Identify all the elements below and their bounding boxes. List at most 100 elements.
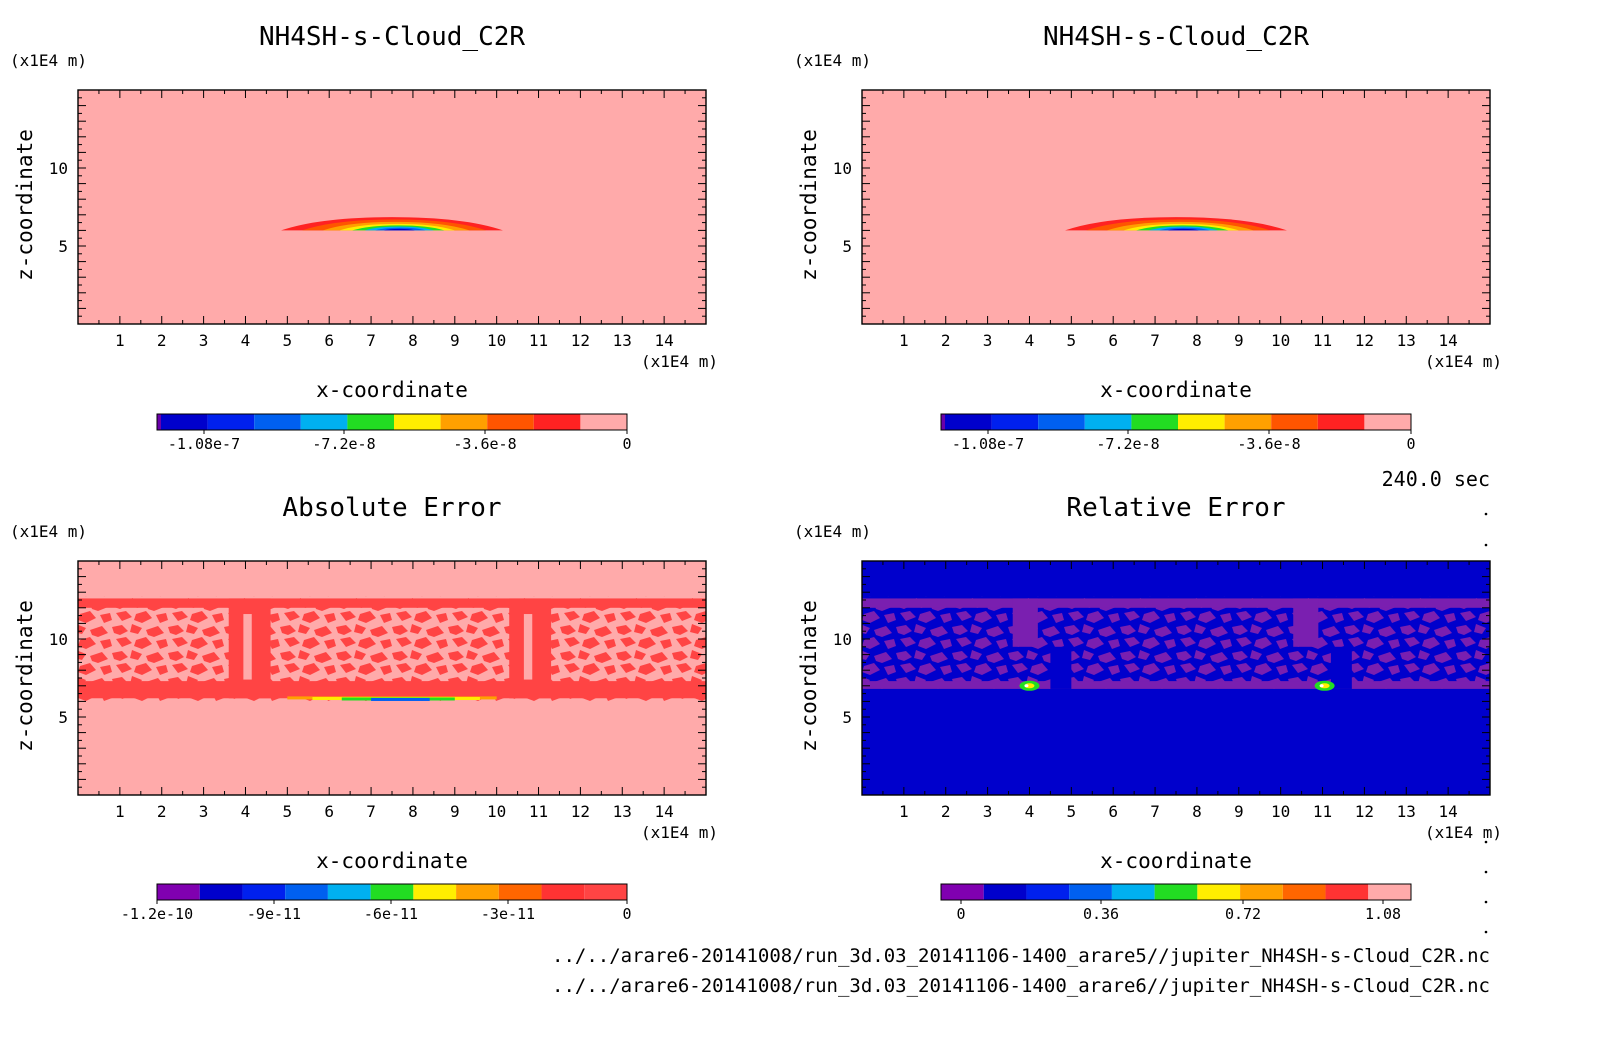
colorbar-swatch: [1271, 414, 1318, 430]
y-unit-label: (x1E4 m): [10, 522, 87, 541]
x-tick-label: 11: [1313, 802, 1332, 821]
colorbar-label: 0: [1406, 435, 1415, 453]
panel-top-left: 1 2 3 4 5 6 7 8 9 10 11 12 13 14510NH4SH-s-Cloud_C2R(…: [10, 22, 718, 453]
colorbar-swatch: [498, 884, 542, 900]
colorbar-swatch: [1131, 414, 1178, 430]
x-tick-label: 2: [157, 331, 167, 350]
x-tick-label: 3: [983, 331, 993, 350]
colorbar-swatch: [941, 414, 945, 430]
colorbar-label: 0.72: [1225, 905, 1261, 923]
x-tick-label: 13: [613, 331, 632, 350]
y-tick-label: 5: [58, 708, 68, 727]
x-unit-label: (x1E4 m): [641, 823, 718, 842]
x-tick-label: 8: [1192, 802, 1202, 821]
y-tick-label: 5: [58, 237, 68, 256]
x-axis-label: x-coordinate: [316, 849, 468, 873]
colorbar-label: 0: [956, 905, 965, 923]
colorbar-swatch: [1364, 414, 1411, 430]
hotspot-center-0: [1024, 684, 1029, 688]
colorbar-swatch: [157, 414, 161, 430]
lower-band: [78, 681, 706, 699]
x-tick-label: 1: [115, 331, 125, 350]
colorbar-label: 0.36: [1083, 905, 1119, 923]
colorbar-label: -1.08e-7: [168, 435, 240, 453]
colorbar-swatch: [254, 414, 301, 430]
x-tick-label: 8: [408, 331, 418, 350]
colorbar-label: -6e-11: [364, 905, 418, 923]
y-unit-label: (x1E4 m): [794, 51, 871, 70]
x-tick-label: 14: [1439, 802, 1458, 821]
chart-title: Absolute Error: [282, 493, 501, 523]
x-tick-label: 11: [529, 331, 548, 350]
y-tick-label: 5: [842, 237, 852, 256]
x-tick-label: 5: [1067, 802, 1077, 821]
colorbar-swatch: [1069, 884, 1112, 900]
x-tick-label: 4: [1025, 331, 1035, 350]
colorbar-swatch: [584, 884, 627, 900]
column-gap-1: [523, 614, 533, 680]
x-tick-label: 11: [1313, 331, 1332, 350]
field-background: [78, 90, 706, 324]
colorbar-swatch: [161, 414, 208, 430]
x-tick-label: 13: [1397, 331, 1416, 350]
colorbar-swatch: [1317, 414, 1365, 430]
upper-band: [862, 598, 1490, 608]
y-axis-label: z-coordinate: [13, 129, 37, 281]
x-tick-label: 11: [529, 802, 548, 821]
x-tick-label: 10: [487, 331, 506, 350]
colorbar-frame: [940, 413, 1412, 431]
x-tick-label: 9: [450, 802, 460, 821]
colorbar-frame: [156, 883, 628, 901]
colorbar: -1.08e-7 -7.2e-8 -3.6e-8 0: [156, 413, 632, 453]
x-tick-label: 13: [1397, 802, 1416, 821]
colorbar-swatch: [1282, 884, 1326, 900]
x-tick-label: 1: [899, 331, 909, 350]
colorbar-label: -1.08e-7: [952, 435, 1024, 453]
colorbar-swatch: [207, 414, 255, 430]
y-tick-label: 10: [833, 159, 852, 178]
y-axis-label: z-coordinate: [13, 600, 37, 752]
x-tick-label: 9: [450, 331, 460, 350]
y-tick-label: 10: [49, 159, 68, 178]
upper-band: [78, 598, 706, 608]
x-tick-label: 4: [241, 331, 251, 350]
y-axis-label: z-coordinate: [797, 129, 821, 281]
colorbar-label: -9e-11: [247, 905, 301, 923]
x-tick-label: 14: [655, 331, 674, 350]
x-tick-label: 1: [115, 802, 125, 821]
x-tick-label: 14: [655, 802, 674, 821]
colorbar-swatch: [413, 884, 457, 900]
colorbar-swatch: [533, 414, 581, 430]
colorbar-label: -3.6e-8: [1237, 435, 1300, 453]
x-tick-label: 2: [941, 802, 951, 821]
colorbar-frame: [940, 883, 1412, 901]
y-tick-label: 10: [49, 630, 68, 649]
colorbar-swatch: [1240, 884, 1283, 900]
colorbar-swatch: [1224, 414, 1272, 430]
x-tick-label: 7: [1150, 331, 1160, 350]
chart-title: NH4SH-s-Cloud_C2R: [1043, 22, 1309, 52]
x-tick-label: 5: [283, 802, 293, 821]
colorbar-swatch: [941, 884, 984, 900]
x-unit-label: (x1E4 m): [1425, 823, 1502, 842]
decorative-dots: [1484, 512, 1488, 934]
colorbar-label: -7.2e-8: [1096, 435, 1159, 453]
colorbar-swatch: [580, 414, 627, 430]
x-tick-label: 3: [199, 331, 209, 350]
y-tick-label: 5: [842, 708, 852, 727]
x-tick-label: 6: [324, 802, 334, 821]
x-tick-label: 5: [283, 331, 293, 350]
colorbar-swatch: [1111, 884, 1155, 900]
x-tick-label: 2: [941, 331, 951, 350]
colorbar-swatch: [370, 884, 414, 900]
x-tick-label: 12: [571, 802, 590, 821]
chart-title: Relative Error: [1066, 493, 1285, 523]
x-axis-label: x-coordinate: [1100, 849, 1252, 873]
error-lens-3: [371, 697, 430, 701]
hotspot-center-1: [1319, 684, 1324, 688]
file-path-2: ../../arare6-20141008/run_3d.03_20141106…: [552, 975, 1490, 997]
x-axis-label: x-coordinate: [1100, 378, 1252, 402]
x-tick-label: 5: [1067, 331, 1077, 350]
